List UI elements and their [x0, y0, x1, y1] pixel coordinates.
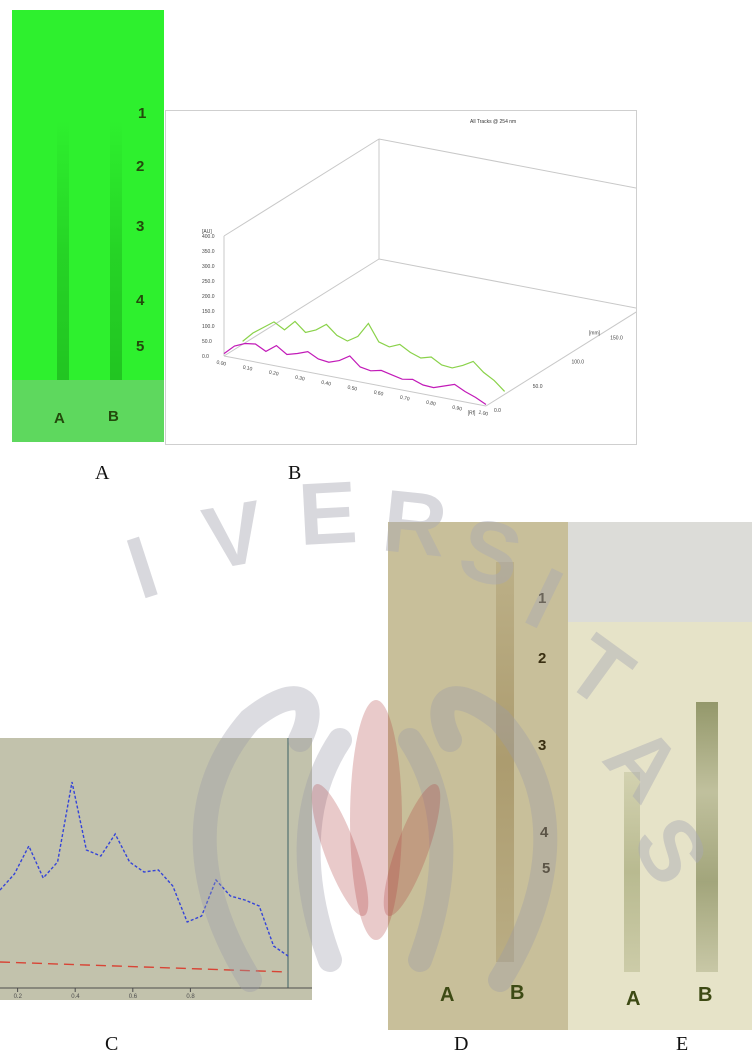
x-axis-label: [Rf]: [468, 411, 476, 417]
tlc-lane-a: [57, 120, 69, 390]
lane-label-b: B: [698, 984, 712, 1007]
series-line: [243, 321, 505, 391]
z-tick-label: 100.0: [572, 360, 585, 366]
z-tick-label: 0.0: [494, 408, 501, 414]
caption-b: B: [288, 462, 301, 485]
series-line: [0, 962, 288, 972]
band-number-1: 1: [138, 105, 146, 122]
lane-label-b: B: [510, 982, 524, 1005]
box-edge: [224, 139, 379, 236]
y-axis-label: [AU]: [202, 229, 212, 235]
y-tick-label: 200.0: [202, 294, 215, 300]
tlc-lane-b-stain: [696, 702, 718, 972]
x-tick-label: 0.6: [129, 994, 138, 1000]
band-number-2: 2: [136, 158, 144, 175]
chart-title: All Tracks @ 254 nm: [470, 119, 516, 125]
band-number-3: 3: [136, 218, 144, 235]
x-tick-label: 0.00: [216, 360, 227, 368]
densitogram-2d-chart: 0.2 0.4 0.6 0.8: [0, 738, 312, 1000]
box-edge: [224, 259, 379, 356]
lane-label-b: B: [108, 408, 119, 425]
tlc-lane-b: [110, 120, 122, 390]
x-tick-label: 0.80: [425, 400, 436, 408]
x-tick-label: 0.40: [321, 380, 332, 388]
band-number-5: 5: [542, 860, 550, 877]
band-number-2: 2: [538, 650, 546, 667]
densitogram-3d-chart: All Tracks @ 254 nm 0.0 50.0 100.0 150.0 200.…: [165, 110, 637, 445]
band-number-3: 3: [538, 737, 546, 754]
lane-label-a: A: [54, 410, 65, 427]
x-tick-label: 0.2: [14, 994, 23, 1000]
y-tick-label: 300.0: [202, 264, 215, 270]
series-line: [0, 782, 288, 956]
band-number-5: 5: [136, 338, 144, 355]
plate-baseline-strip: [12, 380, 164, 442]
svg-text:V: V: [196, 481, 271, 589]
densitogram-3d-svg: All Tracks @ 254 nm 0.0 50.0 100.0 150.0 200.…: [166, 111, 636, 444]
x-tick-label: 0.8: [186, 994, 195, 1000]
plate-background: [568, 522, 752, 622]
band-number-4: 4: [136, 292, 144, 309]
tlc-plate-a: 1 2 3 4 5 A B: [12, 10, 164, 442]
x-tick-label: 0.30: [294, 375, 305, 383]
y-tick-label: 100.0: [202, 324, 215, 330]
tlc-lane-b-stain: [496, 562, 514, 962]
x-tick-label: 0.50: [347, 385, 358, 393]
lane-label-a: A: [626, 988, 640, 1011]
z-tick-label: 50.0: [533, 384, 543, 390]
svg-text:E: E: [296, 462, 360, 564]
series-line: [224, 344, 486, 405]
y-tick-label: 150.0: [202, 309, 215, 315]
band-number-1: 1: [538, 590, 546, 607]
y-tick-label: 50.0: [202, 339, 212, 345]
tlc-plate-d: 1 2 3 4 5 A B: [388, 522, 568, 1030]
box-edge: [486, 309, 636, 406]
x-tick-label: 0.90: [452, 405, 463, 413]
caption-c: C: [105, 1033, 118, 1056]
box-edge: [379, 139, 636, 189]
y-tick-label: 350.0: [202, 249, 215, 255]
tlc-plate-e: A B: [568, 522, 752, 1030]
y-tick-label: 250.0: [202, 279, 215, 285]
x-tick-label: 0.60: [373, 390, 384, 398]
caption-a: A: [95, 462, 109, 485]
box-edge: [379, 259, 636, 309]
y-tick-label: 0.0: [202, 354, 209, 360]
svg-text:I: I: [115, 516, 169, 618]
x-tick-label: 0.70: [399, 395, 410, 403]
x-tick-label: 0.4: [71, 994, 80, 1000]
densitogram-2d-svg: 0.2 0.4 0.6 0.8: [0, 738, 312, 1000]
caption-e: E: [676, 1033, 688, 1056]
tlc-lane-a-stain: [624, 772, 640, 972]
caption-d: D: [454, 1033, 468, 1056]
box-edge: [224, 356, 486, 406]
x-tick-label: 0.20: [268, 370, 279, 378]
z-tick-label: 150.0: [610, 335, 623, 341]
z-axis-label: [mm]: [589, 330, 601, 336]
lane-label-a: A: [440, 984, 454, 1007]
x-tick-label: 0.10: [242, 365, 253, 373]
x-tick-label: 1.00: [478, 410, 489, 418]
band-number-4: 4: [540, 824, 548, 841]
